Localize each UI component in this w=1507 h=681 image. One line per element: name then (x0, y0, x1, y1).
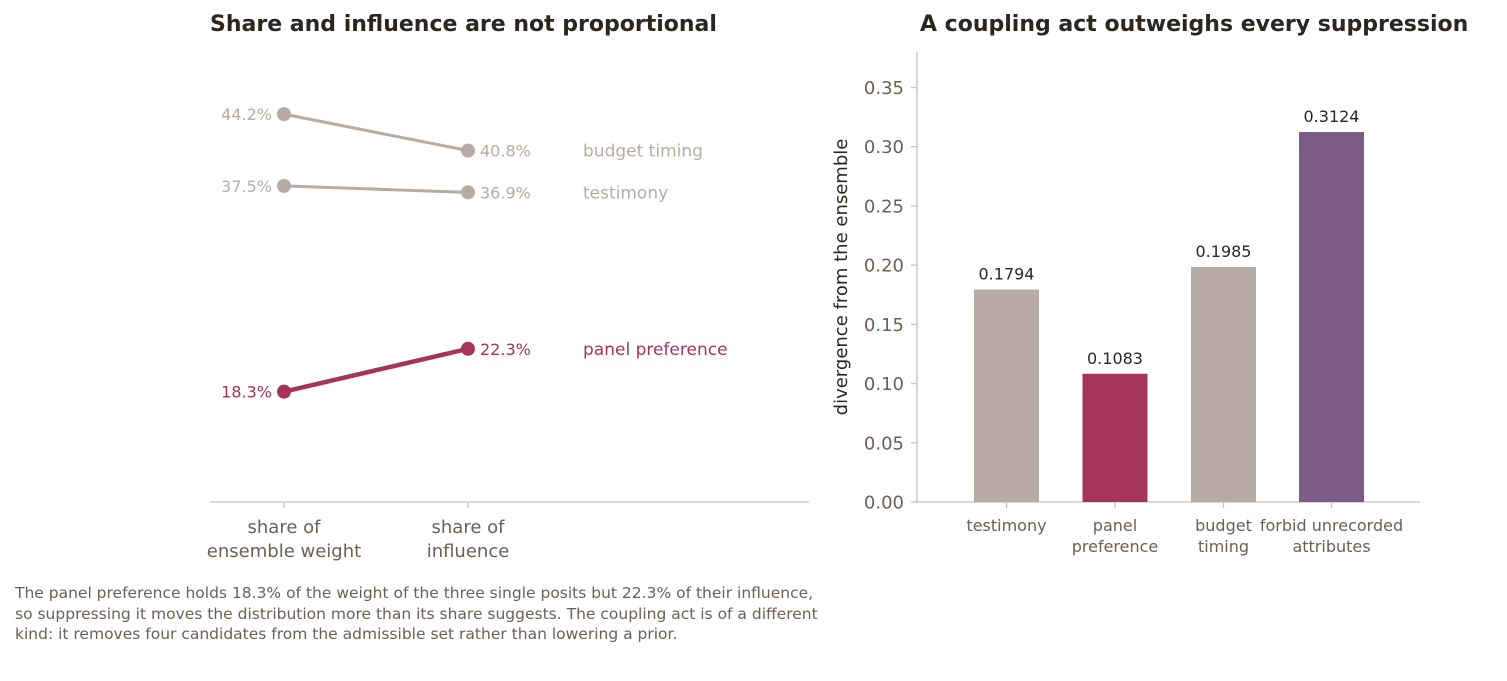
slope-line (282, 112, 470, 153)
bar-x-tick-label: budget timing (1195, 516, 1252, 556)
slope-x-ticks: share of ensemble weight share of influence (207, 502, 510, 562)
bar (1082, 373, 1148, 502)
bar-series-group: 0.1794 testimony 0.1083 panel preference 0.19… (966, 107, 1403, 556)
bar-y-ticks: 0.00 0.05 0.10 0.15 0.20 0.25 0.30 0.35 (864, 78, 917, 514)
bar (1299, 132, 1364, 503)
slope-point (277, 384, 291, 399)
slope-series-group: 44.2% 40.8% budget timing 37.5% 36.9% testimo… (221, 105, 727, 402)
slope-value-label: 40.8% (480, 142, 531, 161)
bar-y-tick-label: 0.20 (864, 256, 904, 277)
slope-value-label: 44.2% (221, 105, 272, 124)
bar-value-label: 0.3124 (1304, 107, 1360, 126)
slope-value-label: 37.5% (221, 177, 272, 196)
bar-value-label: 0.1083 (1087, 349, 1143, 368)
bar-x-tick-label: testimony (966, 516, 1046, 535)
slope-series-label: panel preference (583, 340, 728, 360)
bar (1191, 266, 1256, 502)
slope-chart-title: Share and influence are not proportional (210, 12, 717, 37)
bar-y-tick-label: 0.00 (864, 493, 904, 514)
slope-value-label: 22.3% (480, 340, 531, 359)
slope-value-label: 36.9% (480, 183, 531, 202)
bar-y-tick-label: 0.25 (864, 196, 904, 217)
bar-value-label: 0.1794 (979, 265, 1035, 284)
slope-series: 44.2% 40.8% budget timing (221, 105, 703, 161)
bar-y-tick-label: 0.30 (864, 137, 904, 158)
bar-y-tick-label: 0.35 (864, 78, 904, 99)
bar-x-tick-label: forbid unrecorded attributes (1260, 516, 1403, 556)
bar-chart: A coupling act outweighs every suppressi… (831, 12, 1468, 556)
slope-value-label: 18.3% (221, 383, 272, 402)
bar-y-tick-label: 0.10 (864, 374, 904, 395)
bar-y-tick-label: 0.05 (864, 433, 904, 454)
bar-x-tick-label: panel preference (1072, 516, 1159, 556)
slope-point (277, 178, 291, 193)
bar-y-tick-label: 0.15 (864, 315, 904, 336)
slope-x-tick-label: share of ensemble weight (207, 517, 361, 562)
slope-series: 37.5% 36.9% testimony (221, 177, 668, 203)
bar-value-label: 0.1985 (1196, 242, 1252, 261)
slope-point (461, 143, 475, 158)
slope-chart: Share and influence are not proportional… (207, 12, 809, 562)
bar (974, 289, 1039, 502)
slope-series: 18.3% 22.3% panel preference (221, 340, 727, 402)
slope-point (461, 341, 475, 356)
slope-point (461, 185, 475, 200)
slope-x-tick-label: share of influence (427, 517, 510, 562)
slope-line (281, 346, 471, 394)
figure-caption: The panel preference holds 18.3% of the … (15, 584, 818, 643)
slope-line (282, 184, 470, 194)
bar-y-axis-label: divergence from the ensemble (831, 139, 852, 416)
slope-series-label: testimony (583, 183, 668, 203)
slope-point (277, 107, 291, 122)
bar-chart-title: A coupling act outweighs every suppressi… (920, 12, 1468, 37)
slope-series-label: budget timing (583, 142, 703, 162)
